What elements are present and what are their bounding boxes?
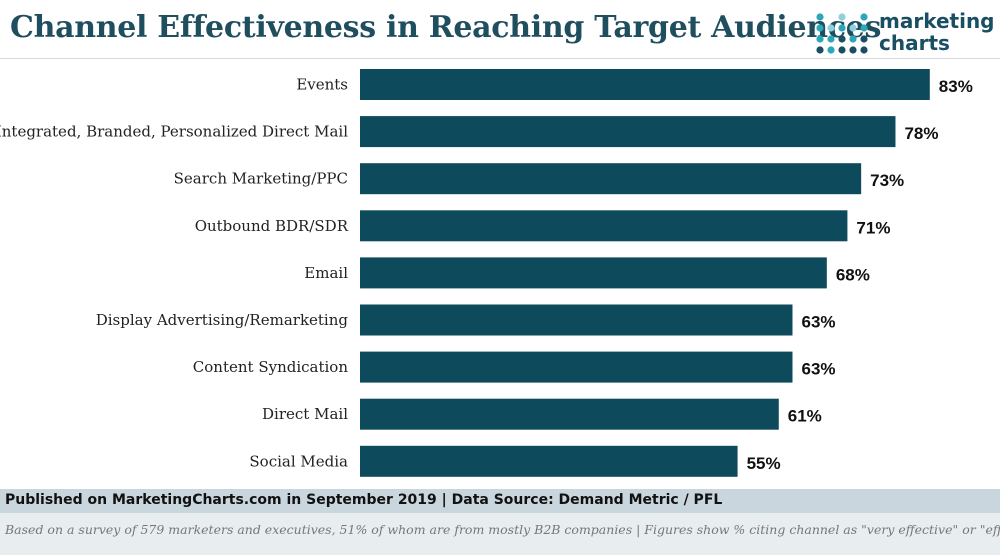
bar [360, 445, 738, 477]
category-label: Social Media [249, 452, 348, 470]
logo-dot [860, 24, 868, 32]
bar [360, 257, 827, 289]
logo-text-line2: charts [879, 31, 950, 55]
logo-dot [838, 24, 846, 32]
logo-dot [860, 13, 868, 21]
value-label: 73% [870, 171, 904, 190]
category-label: Content Syndication [193, 358, 349, 376]
category-label: Outbound BDR/SDR [195, 217, 349, 235]
logo-dot [860, 46, 868, 54]
value-label: 83% [939, 77, 973, 96]
logo-dot [816, 35, 824, 43]
logo-dots-icon [816, 13, 868, 54]
bar-chart: Events 83% Integrated, Branded, Personaliz… [0, 69, 973, 477]
methodology-footer: Based on a survey of 579 marketers and e… [0, 513, 1000, 555]
bar [360, 304, 793, 336]
value-label: 55% [747, 454, 781, 473]
category-label: Display Advertising/Remarketing [96, 311, 349, 329]
marketingcharts-logo: marketing charts [815, 10, 995, 58]
source-text: Published on MarketingCharts.com in Sept… [5, 492, 723, 508]
logo-dot [860, 35, 868, 43]
chart-title: Channel Effectiveness in Reaching Target… [10, 10, 882, 45]
value-label: 68% [836, 265, 870, 284]
bar [360, 210, 848, 242]
logo-dot [849, 46, 857, 54]
category-label: Direct Mail [262, 405, 348, 423]
bar [360, 351, 793, 383]
logo-text: marketing charts [879, 10, 995, 54]
logo-dot [838, 13, 846, 21]
value-label: 63% [801, 360, 835, 379]
value-label: 71% [856, 218, 890, 237]
bar [360, 398, 779, 430]
logo-dot [838, 35, 846, 43]
logo-dot [816, 24, 824, 32]
logo-dot [849, 35, 857, 43]
bar [360, 69, 930, 100]
category-label: Search Marketing/PPC [174, 170, 348, 188]
bar [360, 116, 896, 148]
value-label: 63% [801, 313, 835, 332]
logo-dot [827, 35, 835, 43]
logo-text-line1: marketing [879, 9, 995, 33]
logo-dot [827, 46, 835, 54]
logo-dot [827, 24, 835, 32]
logo-dot [816, 13, 824, 21]
category-label: Integrated, Branded, Personalized Direct… [0, 123, 348, 141]
bar [360, 163, 862, 195]
logo-dot [816, 46, 824, 54]
source-footer: Published on MarketingCharts.com in Sept… [0, 489, 1000, 513]
value-label: 61% [788, 407, 822, 426]
logo-dot [838, 46, 846, 54]
logo-dot [849, 24, 857, 32]
category-label: Events [296, 76, 348, 94]
title-divider [0, 58, 1000, 59]
value-label: 78% [904, 124, 938, 143]
category-label: Email [304, 264, 348, 282]
methodology-text: Based on a survey of 579 marketers and e… [5, 522, 1000, 537]
